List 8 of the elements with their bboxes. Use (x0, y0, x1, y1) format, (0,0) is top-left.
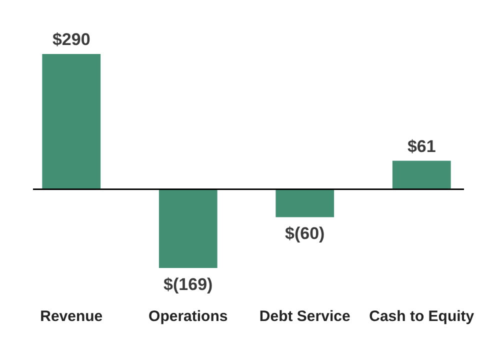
x-tick-label: Revenue (40, 308, 103, 325)
data-label: $(60) (285, 224, 325, 244)
data-label: $61 (407, 136, 436, 156)
x-tick-label: Operations (148, 308, 228, 325)
x-tick-label: Debt Service (259, 308, 350, 325)
data-label: $290 (52, 30, 90, 49)
x-tick-label: Cash to Equity (369, 308, 475, 325)
data-label: $(169) (164, 275, 213, 294)
